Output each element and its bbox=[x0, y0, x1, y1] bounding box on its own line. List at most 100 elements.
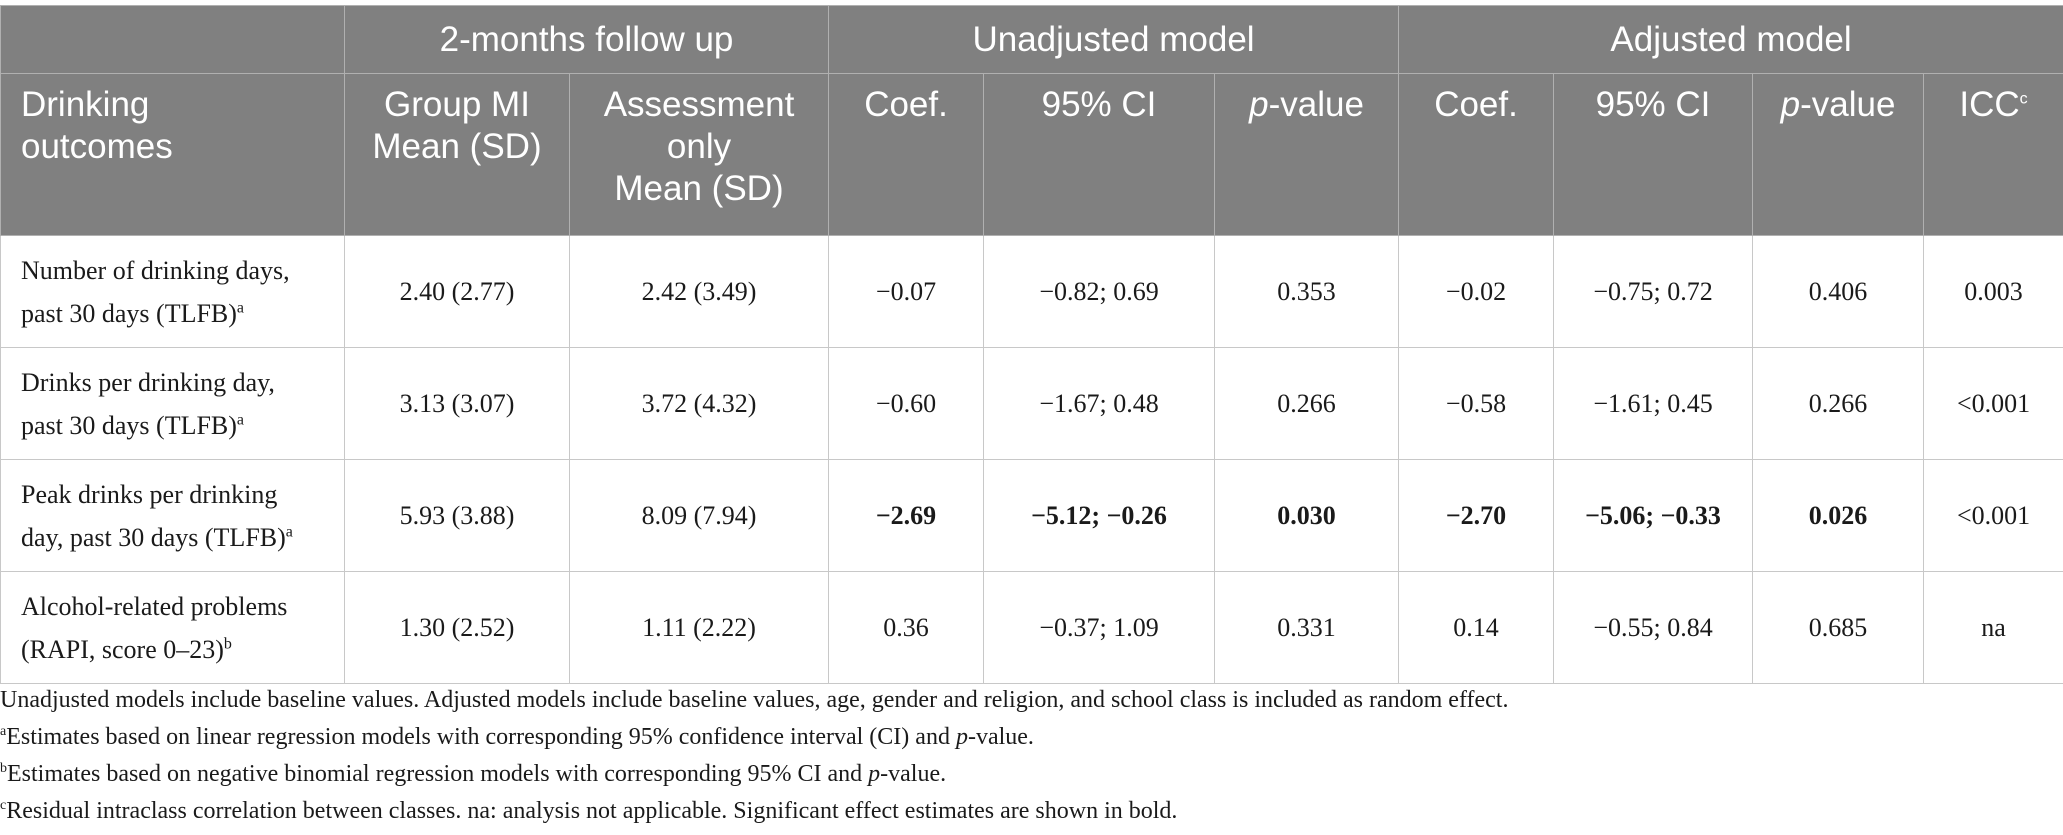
row-label-line2: day, past 30 days (TLFB) bbox=[21, 522, 286, 552]
row-label: Peak drinks per drinking day, past 30 day… bbox=[0, 459, 345, 572]
footnote-a-end: -value. bbox=[967, 724, 1034, 750]
header-unadjusted-model: Unadjusted model bbox=[828, 5, 1400, 74]
header-followup: 2-months follow up bbox=[343, 5, 830, 74]
row-label: Alcohol-related problems (RAPI, score 0–2… bbox=[0, 571, 345, 684]
row-label-line1: Alcohol-related problems bbox=[21, 591, 288, 621]
row-label-line1: Drinks per drinking day, bbox=[21, 367, 275, 397]
header-icc-text: ICC bbox=[1959, 85, 2020, 124]
row-label-line1: Number of drinking days, bbox=[21, 255, 290, 285]
header-blank-cell bbox=[0, 5, 345, 74]
header-p-italic: p bbox=[1780, 85, 1801, 124]
cell-group-mi: 3.13 (3.07) bbox=[344, 347, 570, 460]
cell-icc: <0.001 bbox=[1923, 459, 2063, 572]
header-ao-line1: Assessment bbox=[603, 85, 795, 124]
header-column-row: Drinking outcomes Group MI Mean (SD) Asses… bbox=[0, 73, 2063, 236]
cell-unadjusted-pvalue: 0.353 bbox=[1214, 235, 1400, 348]
cell-group-mi: 2.40 (2.77) bbox=[344, 235, 570, 348]
header-icc-footnote-mark: c bbox=[2019, 90, 2028, 108]
footnote-a-mark: a bbox=[0, 724, 7, 739]
header-ao-line3: Mean (SD) bbox=[614, 169, 784, 208]
header-adjusted-pvalue: p-value bbox=[1752, 73, 1925, 236]
header-p-italic: p bbox=[1249, 85, 1269, 124]
row-label: Drinks per drinking day, past 30 days (TL… bbox=[0, 347, 345, 460]
cell-assessment-only: 2.42 (3.49) bbox=[568, 235, 830, 348]
header-adjusted-ci: 95% CI bbox=[1553, 73, 1754, 236]
cell-unadjusted-pvalue: 0.266 bbox=[1214, 347, 1400, 460]
cell-icc: <0.001 bbox=[1923, 347, 2063, 460]
table-row: Peak drinks per drinking day, past 30 day… bbox=[0, 459, 2063, 572]
cell-unadjusted-pvalue: 0.331 bbox=[1214, 571, 1400, 684]
cell-assessment-only: 3.72 (4.32) bbox=[568, 347, 830, 460]
cell-adjusted-pvalue: 0.685 bbox=[1752, 571, 1925, 684]
table-row: Number of drinking days, past 30 days (TL… bbox=[0, 235, 2063, 348]
cell-unadjusted-ci: −0.37; 1.09 bbox=[983, 571, 1216, 684]
cell-adjusted-ci: −1.61; 0.45 bbox=[1553, 347, 1754, 460]
header-outcome-line1: Drinking bbox=[21, 85, 150, 124]
header-icc: ICCc bbox=[1923, 73, 2063, 236]
header-unadjusted-pvalue: p-value bbox=[1214, 73, 1400, 236]
cell-adjusted-ci: −5.06; −0.33 bbox=[1553, 459, 1754, 572]
header-unadjusted-coef: Coef. bbox=[828, 73, 985, 236]
table-footnotes: Unadjusted models include baseline value… bbox=[0, 682, 2063, 830]
header-adjusted-model: Adjusted model bbox=[1398, 5, 2063, 74]
footnote-mark: a bbox=[236, 410, 245, 428]
row-label-line2: past 30 days (TLFB) bbox=[21, 410, 237, 440]
cell-unadjusted-ci: −1.67; 0.48 bbox=[983, 347, 1216, 460]
cell-adjusted-pvalue: 0.406 bbox=[1752, 235, 1925, 348]
cell-adjusted-pvalue: 0.266 bbox=[1752, 347, 1925, 460]
header-mi-line2: Mean (SD) bbox=[372, 127, 542, 166]
cell-unadjusted-pvalue: 0.030 bbox=[1214, 459, 1400, 572]
footnote-mark: b bbox=[223, 634, 232, 652]
cell-unadjusted-coef: −0.07 bbox=[828, 235, 985, 348]
header-ao-line2: only bbox=[666, 127, 732, 166]
cell-unadjusted-ci: −0.82; 0.69 bbox=[983, 235, 1216, 348]
cell-adjusted-coef: 0.14 bbox=[1398, 571, 1555, 684]
table-row: Drinks per drinking day, past 30 days (TL… bbox=[0, 347, 2063, 460]
footnote-a-p: p bbox=[955, 724, 968, 750]
footnote-c-mark: c bbox=[0, 798, 7, 813]
header-p-rest: -value bbox=[1268, 85, 1364, 124]
row-label-line1: Peak drinks per drinking bbox=[21, 479, 278, 509]
footnote-mark: a bbox=[285, 522, 293, 540]
table-row: Alcohol-related problems (RAPI, score 0–2… bbox=[0, 571, 2063, 684]
footnote-b-text: Estimates based on negative binomial reg… bbox=[7, 761, 869, 787]
cell-unadjusted-coef: 0.36 bbox=[828, 571, 985, 684]
cell-adjusted-coef: −0.02 bbox=[1398, 235, 1555, 348]
row-label-line2: past 30 days (TLFB) bbox=[21, 298, 237, 328]
cell-group-mi: 1.30 (2.52) bbox=[344, 571, 570, 684]
cell-adjusted-pvalue: 0.026 bbox=[1752, 459, 1925, 572]
footnote-a-text: Estimates based on linear regression mod… bbox=[6, 724, 956, 750]
header-p-rest: -value bbox=[1800, 85, 1896, 124]
footnote-c-text: Residual intraclass correlation between … bbox=[6, 798, 1178, 824]
cell-icc: na bbox=[1923, 571, 2063, 684]
header-adjusted-coef: Coef. bbox=[1398, 73, 1555, 236]
footnote-a: aEstimates based on linear regression mo… bbox=[0, 719, 2063, 756]
header-group-row: 2-months follow up Unadjusted model Adju… bbox=[0, 5, 2063, 74]
header-mi-line1: Group MI bbox=[384, 85, 530, 124]
results-table: 2-months follow up Unadjusted model Adju… bbox=[0, 5, 2063, 684]
row-label: Number of drinking days, past 30 days (TL… bbox=[0, 235, 345, 348]
footnote-c: cResidual intraclass correlation between… bbox=[0, 793, 2063, 830]
cell-unadjusted-coef: −0.60 bbox=[828, 347, 985, 460]
cell-adjusted-coef: −0.58 bbox=[1398, 347, 1555, 460]
header-drinking-outcomes: Drinking outcomes bbox=[0, 73, 345, 236]
header-outcome-line2: outcomes bbox=[21, 127, 173, 166]
cell-unadjusted-coef: −2.69 bbox=[828, 459, 985, 572]
cell-adjusted-ci: −0.55; 0.84 bbox=[1553, 571, 1754, 684]
footnote-b: bEstimates based on negative binomial re… bbox=[0, 756, 2063, 793]
header-group-mi: Group MI Mean (SD) bbox=[344, 73, 570, 236]
row-label-line2: (RAPI, score 0–23) bbox=[21, 634, 224, 664]
footnote-b-p: p bbox=[868, 761, 881, 787]
footnote-b-mark: b bbox=[0, 761, 7, 776]
cell-assessment-only: 1.11 (2.22) bbox=[568, 571, 830, 684]
cell-adjusted-ci: −0.75; 0.72 bbox=[1553, 235, 1754, 348]
footnote-b-end: -value. bbox=[880, 761, 947, 787]
footnote-general: Unadjusted models include baseline value… bbox=[0, 687, 1509, 713]
cell-unadjusted-ci: −5.12; −0.26 bbox=[983, 459, 1216, 572]
cell-icc: 0.003 bbox=[1923, 235, 2063, 348]
header-assessment-only: Assessment only Mean (SD) bbox=[568, 73, 830, 236]
footnote-mark: a bbox=[236, 298, 245, 316]
cell-assessment-only: 8.09 (7.94) bbox=[568, 459, 830, 572]
cell-adjusted-coef: −2.70 bbox=[1398, 459, 1555, 572]
cell-group-mi: 5.93 (3.88) bbox=[344, 459, 570, 572]
